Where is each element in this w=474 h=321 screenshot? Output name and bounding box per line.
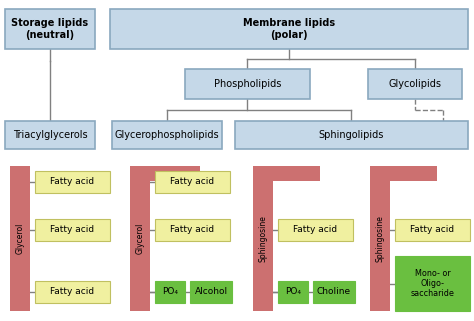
Text: Membrane lipids
(polar): Membrane lipids (polar) (243, 18, 335, 40)
Text: Sphingosine: Sphingosine (375, 215, 384, 262)
Text: Mono- or
Oligo-
saccharide: Mono- or Oligo- saccharide (410, 269, 455, 299)
FancyBboxPatch shape (10, 166, 30, 311)
Text: Fatty acid: Fatty acid (410, 225, 455, 235)
FancyBboxPatch shape (278, 219, 353, 241)
Text: Fatty acid: Fatty acid (50, 288, 94, 297)
Text: Choline: Choline (317, 288, 351, 297)
FancyBboxPatch shape (368, 69, 462, 99)
FancyBboxPatch shape (5, 121, 95, 149)
FancyBboxPatch shape (35, 281, 110, 303)
FancyBboxPatch shape (395, 219, 470, 241)
Text: Sphingolipids: Sphingolipids (319, 130, 384, 140)
Text: Fatty acid: Fatty acid (171, 178, 215, 187)
FancyBboxPatch shape (185, 69, 310, 99)
FancyBboxPatch shape (35, 219, 110, 241)
FancyBboxPatch shape (278, 281, 308, 303)
FancyBboxPatch shape (370, 166, 390, 311)
Text: PO₄: PO₄ (162, 288, 178, 297)
Text: Glycerophospholipids: Glycerophospholipids (115, 130, 219, 140)
FancyBboxPatch shape (155, 219, 230, 241)
Text: Glycerol: Glycerol (16, 223, 25, 254)
Text: Storage lipids
(neutral): Storage lipids (neutral) (11, 18, 89, 40)
FancyBboxPatch shape (155, 171, 230, 193)
Text: Alcohol: Alcohol (194, 288, 228, 297)
Text: Fatty acid: Fatty acid (171, 225, 215, 235)
Text: PO₄: PO₄ (285, 288, 301, 297)
FancyBboxPatch shape (253, 166, 273, 311)
Text: Fatty acid: Fatty acid (50, 178, 94, 187)
FancyBboxPatch shape (370, 166, 437, 181)
FancyBboxPatch shape (130, 166, 200, 181)
FancyBboxPatch shape (112, 121, 222, 149)
FancyBboxPatch shape (190, 281, 232, 303)
Text: Sphingosine: Sphingosine (258, 215, 267, 262)
Text: Glycerol: Glycerol (136, 223, 145, 254)
FancyBboxPatch shape (155, 281, 185, 303)
Text: Fatty acid: Fatty acid (50, 225, 94, 235)
FancyBboxPatch shape (5, 9, 95, 49)
FancyBboxPatch shape (235, 121, 468, 149)
Text: Phospholipids: Phospholipids (214, 79, 281, 89)
Text: Glycolipids: Glycolipids (389, 79, 441, 89)
FancyBboxPatch shape (110, 9, 468, 49)
FancyBboxPatch shape (313, 281, 355, 303)
Text: Fatty acid: Fatty acid (293, 225, 337, 235)
FancyBboxPatch shape (130, 166, 150, 311)
FancyBboxPatch shape (35, 171, 110, 193)
FancyBboxPatch shape (395, 256, 470, 311)
Text: Triacylglycerols: Triacylglycerols (13, 130, 87, 140)
FancyBboxPatch shape (253, 166, 320, 181)
